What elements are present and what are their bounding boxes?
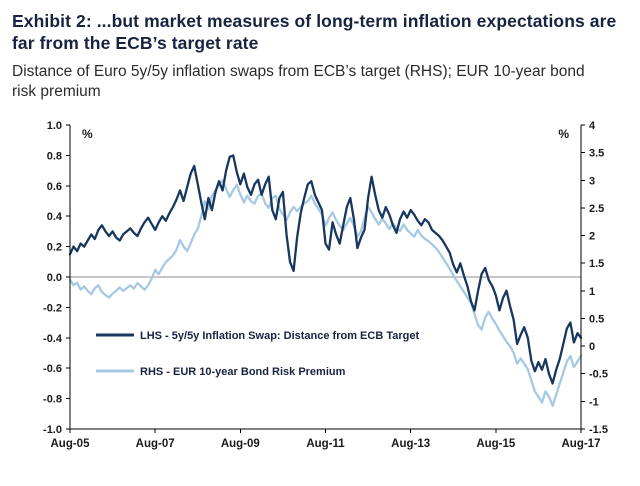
left-axis-unit-label: %: [82, 127, 93, 141]
chart-subtitle: Distance of Euro 5y/5y inflation swaps f…: [12, 62, 585, 101]
right-axis-tick-label: 0.5: [589, 313, 604, 325]
legend-entry: RHS - EUR 10-year Bond Risk Premium: [96, 366, 346, 378]
series-line-lhs: [68, 153, 583, 385]
left-axis-tick-label: 0.0: [47, 272, 62, 284]
x-axis-tick-label: Aug-15: [476, 438, 516, 450]
x-axis-tick-label: Aug-05: [51, 438, 91, 450]
legend-label: LHS - 5y/5y Inflation Swap: Distance fro…: [140, 330, 419, 342]
report-page: Exhibit 2: ...but market measures of lon…: [12, 11, 630, 462]
x-axis-tick-label: Aug-07: [136, 438, 175, 450]
x-axis-tick-label: Aug-17: [562, 438, 601, 450]
left-axis-tick-label: -0.6: [43, 363, 62, 375]
x-axis-tick-label: Aug-11: [306, 438, 345, 450]
left-axis-tick-label: 1.0: [47, 120, 62, 132]
left-axis-tick-label: -1.0: [43, 424, 62, 436]
left-axis-tick-label: 0.6: [47, 180, 62, 192]
right-axis-tick-label: 0: [589, 341, 595, 353]
left-axis-tick-label: 0.4: [47, 211, 63, 223]
right-axis-unit-label: %: [558, 127, 569, 141]
chart-canvas: 1.0 0.8 0.6 0.4 0.2 0.0 -0.2 -0.4 -0.6 -0.8 -1.0 4 3…: [43, 120, 608, 450]
left-axis-tick-label: 0.8: [47, 150, 62, 162]
right-axis-tick-label: 3.5: [589, 147, 604, 159]
right-axis-tick-label: 2.5: [589, 203, 604, 215]
left-axis-tick-label: -0.2: [43, 302, 62, 314]
left-axis-tick-label: 0.2: [47, 241, 62, 253]
legend-entry: LHS - 5y/5y Inflation Swap: Distance fro…: [96, 330, 419, 342]
right-axis-tick-label: -1.5: [589, 424, 608, 436]
left-axis-tick-label: -0.4: [43, 332, 63, 344]
x-axis-tick-label: Aug-09: [221, 438, 260, 450]
series-line-rhs: [68, 178, 583, 407]
exhibit-title: Exhibit 2: ...but market measures of lon…: [12, 11, 617, 54]
left-axis-tick-label: -0.8: [43, 393, 62, 405]
dual-axis-line-chart: 1.0 0.8 0.6 0.4 0.2 0.0 -0.2 -0.4 -0.6 -0.8 -1.0 4 3…: [12, 109, 630, 462]
right-axis-tick-label: 2: [589, 230, 595, 242]
right-axis-tick-label: -1: [589, 396, 599, 408]
legend-label: RHS - EUR 10-year Bond Risk Premium: [140, 366, 346, 378]
right-axis-tick-label: 3: [589, 175, 595, 187]
right-axis-tick-label: 1: [589, 286, 595, 298]
x-axis-tick-label: Aug-13: [391, 438, 430, 450]
right-axis-tick-label: 4: [589, 120, 596, 132]
right-axis-tick-label: 1.5: [589, 258, 604, 270]
right-axis-tick-label: -0.5: [589, 368, 608, 380]
